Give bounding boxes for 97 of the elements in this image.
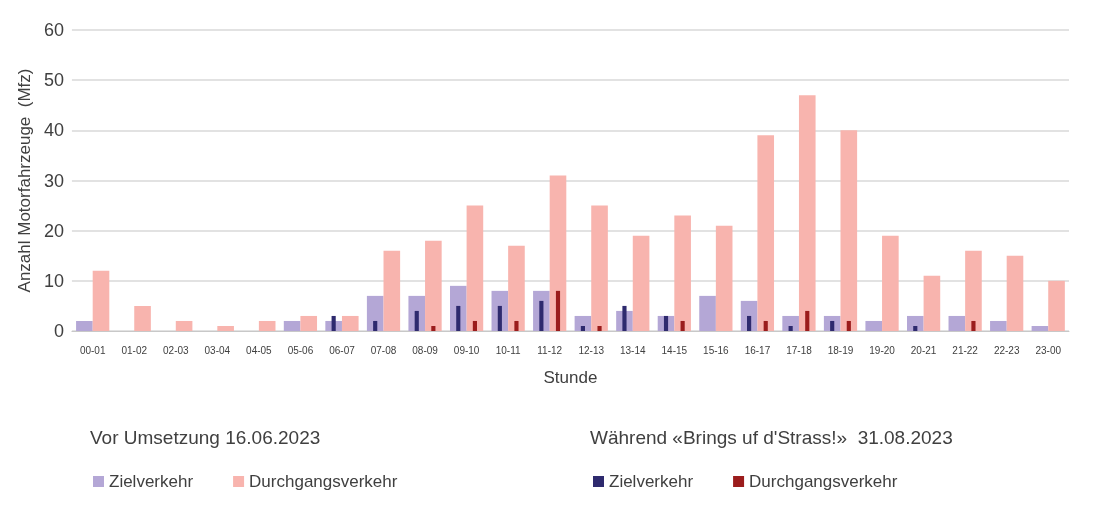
text: Während «Brings uf d'Strass!» 31.08.2023 (590, 427, 953, 448)
bar (514, 320, 519, 331)
legend-label: Durchgangsverkehr (749, 472, 898, 491)
bar (906, 315, 924, 331)
y-tick-label: 50 (43, 70, 64, 91)
x-tick-label: 13-14 (619, 344, 646, 356)
bar (373, 320, 378, 331)
x-tick-label: 06-07 (329, 344, 356, 356)
bar (76, 320, 93, 331)
bar (674, 215, 691, 331)
x-tick-label: 10-11 (495, 344, 521, 356)
x-tick-label: 23-00 (1035, 344, 1062, 356)
bar (508, 245, 525, 331)
y-tick-label: 60 (43, 20, 64, 40)
y-tick-label: 0 (53, 321, 64, 341)
y-tick-label: 20 (43, 220, 64, 241)
x-tick-label: 00-01 (79, 344, 106, 356)
bar (414, 310, 419, 331)
bar (466, 205, 484, 331)
bar (632, 235, 650, 331)
bar (431, 325, 436, 331)
legend-label: Durchgangsverkehr (249, 472, 398, 491)
bar (715, 225, 733, 331)
x-tick-label: 17-18 (786, 344, 813, 356)
bar (597, 325, 602, 331)
y-tick-label: 30 (43, 170, 64, 191)
bar (788, 325, 793, 331)
bar (574, 315, 592, 331)
bar (763, 320, 768, 331)
x-tick-label: 14-15 (661, 344, 688, 356)
bar (283, 320, 301, 331)
legend-label: Zielverkehr (609, 472, 694, 491)
bar (258, 320, 276, 331)
bar (456, 305, 461, 331)
bar (965, 250, 982, 331)
bar (757, 135, 775, 331)
bar (134, 305, 151, 331)
bar (591, 205, 608, 331)
bar (472, 320, 477, 331)
x-tick-label: 21-22 (952, 344, 979, 356)
bar (622, 305, 627, 331)
bar (948, 315, 966, 331)
bar (782, 315, 799, 331)
x-tick-label: 19-20 (869, 344, 896, 356)
bar (1048, 280, 1065, 331)
x-tick-label: 16-17 (744, 344, 771, 356)
bar (92, 270, 110, 331)
bar (539, 300, 544, 331)
bar (1031, 325, 1049, 331)
x-tick-label: 02-03 (162, 344, 190, 356)
bar (663, 315, 669, 331)
legend-label: Zielverkehr (109, 472, 194, 491)
y-tick-label: 10 (43, 270, 64, 291)
bar (840, 130, 858, 331)
bar (175, 320, 193, 331)
y-tick-label: 40 (43, 120, 64, 141)
bar (680, 320, 685, 331)
bar (805, 310, 810, 331)
bar (798, 95, 816, 331)
x-tick-label: 04-05 (246, 344, 273, 356)
x-axis-title: Stunde (543, 368, 598, 387)
bar (923, 275, 941, 331)
x-tick-label: 07-08 (370, 344, 397, 356)
bar (913, 325, 918, 331)
bar (331, 315, 336, 331)
bar (865, 320, 883, 331)
bar (990, 320, 1007, 331)
bar (341, 315, 359, 331)
text: Vor Umsetzung 16.06.2023 (90, 427, 321, 448)
x-tick-label: 20-21 (910, 344, 937, 356)
bar (846, 320, 851, 331)
x-tick-label: 09-10 (453, 344, 480, 356)
bar (366, 295, 384, 331)
x-tick-label: 11-12 (537, 344, 563, 356)
bar (383, 250, 401, 331)
bar (580, 325, 585, 331)
x-tick-label: 01-02 (121, 344, 148, 356)
x-tick-label: 03-04 (204, 344, 231, 356)
bar (425, 240, 442, 331)
bar (497, 305, 502, 331)
x-tick-label: 08-09 (412, 344, 439, 356)
bar (699, 295, 716, 331)
x-tick-label: 12-13 (578, 344, 605, 356)
bar (300, 315, 318, 331)
bar (1006, 255, 1024, 331)
bar (882, 235, 899, 331)
x-tick-label: 15-16 (703, 344, 730, 356)
x-tick-label: 18-19 (827, 344, 854, 356)
bar (549, 175, 567, 331)
x-tick-label: 05-06 (287, 344, 314, 356)
bar (971, 320, 976, 331)
bar (217, 325, 234, 331)
y-axis-title: Anzahl Motorfahrzeuge (Mfz) (15, 68, 34, 293)
bar (555, 290, 561, 331)
bar (830, 320, 835, 331)
x-tick-label: 22-23 (993, 344, 1020, 356)
bar (747, 315, 752, 331)
